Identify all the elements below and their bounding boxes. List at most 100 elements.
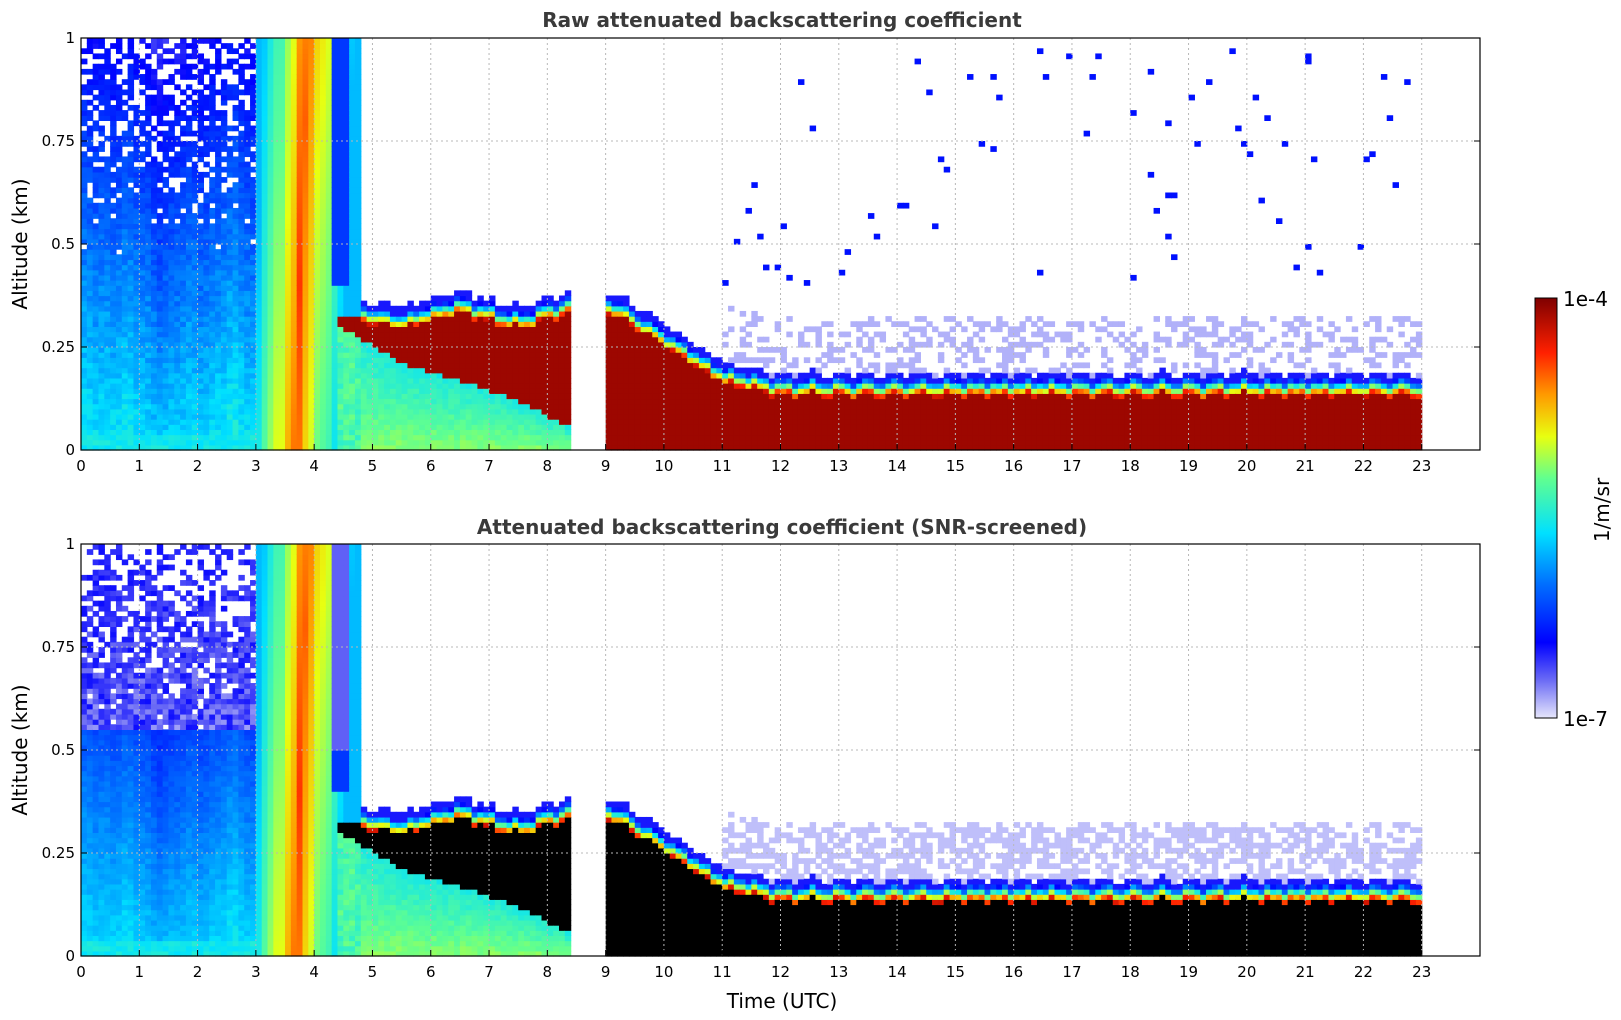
- heatmap-cell: [191, 408, 199, 415]
- heatmap-cell: [185, 151, 193, 158]
- heatmap-cell: [506, 398, 513, 405]
- heatmap-cell: [162, 264, 170, 271]
- heatmap-cell: [139, 419, 146, 425]
- heatmap-cell: [296, 79, 304, 85]
- heatmap-cell: [302, 254, 309, 261]
- heatmap-cell: [454, 434, 461, 441]
- heatmap-cell: [354, 310, 362, 317]
- heatmap-cell: [354, 347, 362, 353]
- heatmap-cell: [681, 403, 688, 410]
- heatmap-cell: [168, 233, 175, 240]
- heatmap-cell: [500, 331, 508, 338]
- heatmap-cell: [156, 43, 164, 49]
- heatmap-cell: [250, 213, 257, 219]
- heatmap-cell: [564, 383, 572, 389]
- heatmap-cell: [285, 156, 292, 163]
- heatmap-cell: [104, 321, 111, 327]
- heatmap-cell: [512, 403, 519, 410]
- heatmap-cell: [191, 74, 199, 80]
- heatmap-cell: [623, 393, 630, 400]
- heatmap-cell: [500, 388, 508, 394]
- heatmap-cell: [634, 372, 642, 379]
- heatmap-cell: [553, 300, 560, 307]
- heatmap-cell: [133, 259, 140, 266]
- heatmap-cell: [302, 249, 309, 255]
- heatmap-cell: [279, 280, 286, 286]
- heatmap-cell: [162, 207, 170, 214]
- heatmap-cell: [308, 125, 315, 132]
- heatmap-cell: [384, 444, 391, 451]
- heatmap-cell: [174, 43, 181, 49]
- heatmap-cell: [541, 326, 548, 333]
- heatmap-cell: [459, 429, 467, 436]
- heatmap-cell: [384, 331, 391, 338]
- heatmap-cell: [524, 372, 531, 379]
- heatmap-cell: [512, 367, 519, 374]
- heatmap-cell: [459, 362, 467, 369]
- heatmap-cell: [162, 202, 170, 209]
- heatmap-cell: [325, 413, 333, 420]
- heatmap-cell: [349, 166, 356, 173]
- heatmap-cell: [215, 171, 222, 178]
- heatmap-cell: [354, 177, 362, 183]
- heatmap-cell: [529, 305, 537, 312]
- heatmap-cell: [512, 300, 519, 307]
- heatmap-cell: [558, 434, 566, 441]
- heatmap-cell: [553, 424, 560, 430]
- heatmap-cell: [180, 249, 187, 255]
- heatmap-cell: [215, 444, 222, 451]
- heatmap-cell: [558, 352, 566, 358]
- heatmap-cell: [98, 413, 105, 420]
- heatmap-cell: [354, 269, 362, 276]
- heatmap-cell: [104, 310, 111, 317]
- heatmap-cell: [500, 357, 508, 364]
- heatmap-cell: [133, 254, 140, 261]
- heatmap-cell: [331, 383, 339, 389]
- heatmap-cell: [127, 238, 135, 245]
- heatmap-cell: [349, 388, 356, 394]
- heatmap-cell: [687, 439, 694, 446]
- heatmap-cell: [197, 305, 205, 312]
- heatmap-cell: [203, 264, 210, 271]
- heatmap-cell: [354, 202, 362, 209]
- heatmap-cell: [273, 130, 280, 137]
- heatmap-cell: [354, 135, 362, 142]
- heatmap-cell: [524, 444, 531, 451]
- heatmap-cell: [244, 187, 251, 194]
- heatmap-cell: [185, 63, 193, 70]
- heatmap-cell: [156, 110, 164, 116]
- heatmap-cell: [331, 213, 339, 219]
- heatmap-cell: [226, 43, 234, 49]
- heatmap-cell: [267, 249, 274, 255]
- heatmap-cell: [215, 372, 222, 379]
- heatmap-cell: [337, 357, 344, 364]
- heatmap-cell: [255, 331, 263, 338]
- heatmap-cell: [325, 223, 333, 230]
- heatmap-cell: [133, 202, 140, 209]
- heatmap-cell: [127, 161, 135, 168]
- heatmap-cell: [506, 336, 513, 343]
- heatmap-cell: [127, 43, 135, 49]
- heatmap-cell: [302, 280, 309, 286]
- heatmap-cell: [290, 104, 298, 111]
- heatmap-cell: [669, 434, 677, 441]
- heatmap-cell: [290, 218, 298, 224]
- heatmap-cell: [337, 161, 344, 168]
- heatmap-cell: [185, 439, 193, 446]
- heatmap-cell: [191, 218, 199, 224]
- heatmap-cell: [564, 388, 572, 394]
- heatmap-cell: [255, 43, 263, 49]
- heatmap-cell: [494, 439, 502, 446]
- heatmap-cell: [302, 295, 309, 302]
- heatmap-cell: [360, 413, 368, 420]
- heatmap-cell: [133, 377, 140, 384]
- heatmap-cell: [698, 439, 706, 446]
- heatmap-cell: [524, 393, 531, 400]
- heatmap-cell: [133, 295, 140, 302]
- heatmap-cell: [191, 434, 199, 441]
- heatmap-cell: [290, 156, 298, 163]
- heatmap-cell: [389, 434, 397, 441]
- heatmap-cell: [360, 352, 368, 358]
- heatmap-cell: [489, 367, 496, 374]
- heatmap-cell: [92, 367, 100, 374]
